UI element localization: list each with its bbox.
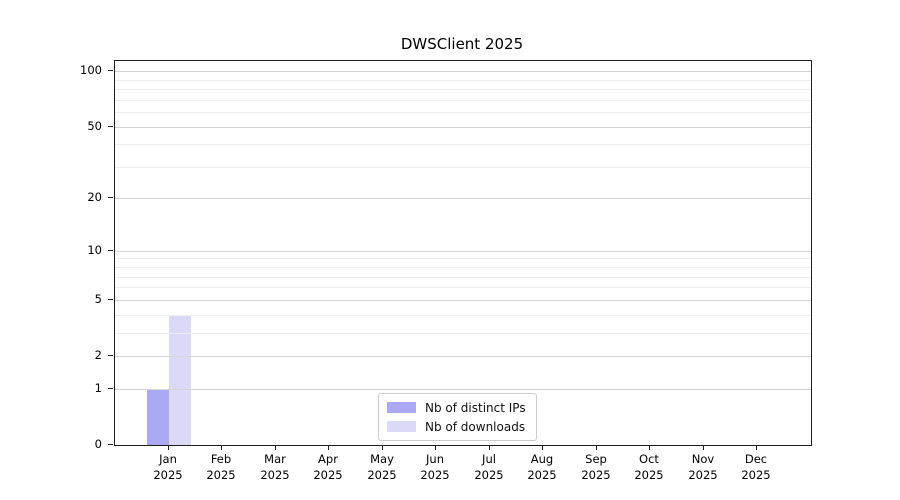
y-tick-mark — [108, 388, 113, 389]
x-tick-mark — [542, 446, 543, 450]
x-tick-label: Jan 2025 — [153, 452, 183, 482]
legend-swatch — [387, 421, 416, 432]
minor-gridline — [115, 267, 811, 268]
y-tick-mark — [108, 299, 113, 300]
x-tick-mark — [382, 446, 383, 450]
minor-gridline — [115, 100, 811, 101]
x-tick-label: Apr 2025 — [313, 452, 343, 482]
legend-label: Nb of distinct IPs — [425, 400, 526, 415]
legend-entry: Nb of downloads — [387, 417, 526, 436]
major-gridline — [115, 127, 811, 128]
major-gridline — [115, 71, 811, 72]
minor-gridline — [115, 80, 811, 81]
bar-downloads — [169, 315, 191, 445]
x-tick-mark — [435, 446, 436, 450]
y-tick-mark — [108, 444, 113, 445]
major-gridline — [115, 251, 811, 252]
y-tick-label: 1 — [94, 381, 102, 395]
x-tick-mark — [328, 446, 329, 450]
plot-area — [114, 60, 812, 446]
minor-gridline — [115, 144, 811, 145]
x-tick-label: Nov 2025 — [688, 452, 718, 482]
y-tick-label: 10 — [87, 243, 102, 257]
legend-swatch — [387, 402, 416, 413]
minor-gridline — [115, 89, 811, 90]
x-tick-label: Sep 2025 — [581, 452, 611, 482]
x-tick-label: Aug 2025 — [527, 452, 557, 482]
minor-gridline — [115, 333, 811, 334]
x-tick-label: Oct 2025 — [634, 452, 664, 482]
y-tick-mark — [108, 70, 113, 71]
major-gridline — [115, 356, 811, 357]
minor-gridline — [115, 315, 811, 316]
y-tick-label: 5 — [94, 292, 102, 306]
minor-gridline — [115, 287, 811, 288]
y-tick-label: 0 — [94, 437, 102, 451]
legend-entry: Nb of distinct IPs — [387, 398, 526, 417]
x-tick-label: Mar 2025 — [260, 452, 290, 482]
y-tick-mark — [108, 355, 113, 356]
x-tick-mark — [489, 446, 490, 450]
minor-gridline — [115, 258, 811, 259]
x-tick-mark — [649, 446, 650, 450]
major-gridline — [115, 389, 811, 390]
x-tick-label: Dec 2025 — [741, 452, 771, 482]
y-tick-label: 50 — [87, 119, 102, 133]
x-tick-mark — [221, 446, 222, 450]
minor-gridline — [115, 112, 811, 113]
y-tick-label: 20 — [87, 190, 102, 204]
x-tick-mark — [703, 446, 704, 450]
y-tick-mark — [108, 250, 113, 251]
x-tick-mark — [756, 446, 757, 450]
x-tick-mark — [596, 446, 597, 450]
y-tick-mark — [108, 126, 113, 127]
y-tick-label: 100 — [80, 63, 102, 77]
minor-gridline — [115, 167, 811, 168]
x-tick-mark — [275, 446, 276, 450]
y-tick-label: 2 — [94, 348, 102, 362]
y-tick-mark — [108, 197, 113, 198]
minor-gridline — [115, 277, 811, 278]
x-tick-label: Jul 2025 — [474, 452, 504, 482]
bar-distinct-ips — [147, 389, 169, 445]
x-tick-label: Jun 2025 — [420, 452, 450, 482]
x-tick-label: May 2025 — [367, 452, 397, 482]
x-tick-label: Feb 2025 — [206, 452, 236, 482]
legend-label: Nb of downloads — [425, 419, 526, 434]
x-tick-mark — [168, 446, 169, 450]
major-gridline — [115, 198, 811, 199]
major-gridline — [115, 300, 811, 301]
legend: Nb of distinct IPs Nb of downloads — [378, 393, 537, 441]
chart-title: DWSClient 2025 — [400, 35, 524, 53]
